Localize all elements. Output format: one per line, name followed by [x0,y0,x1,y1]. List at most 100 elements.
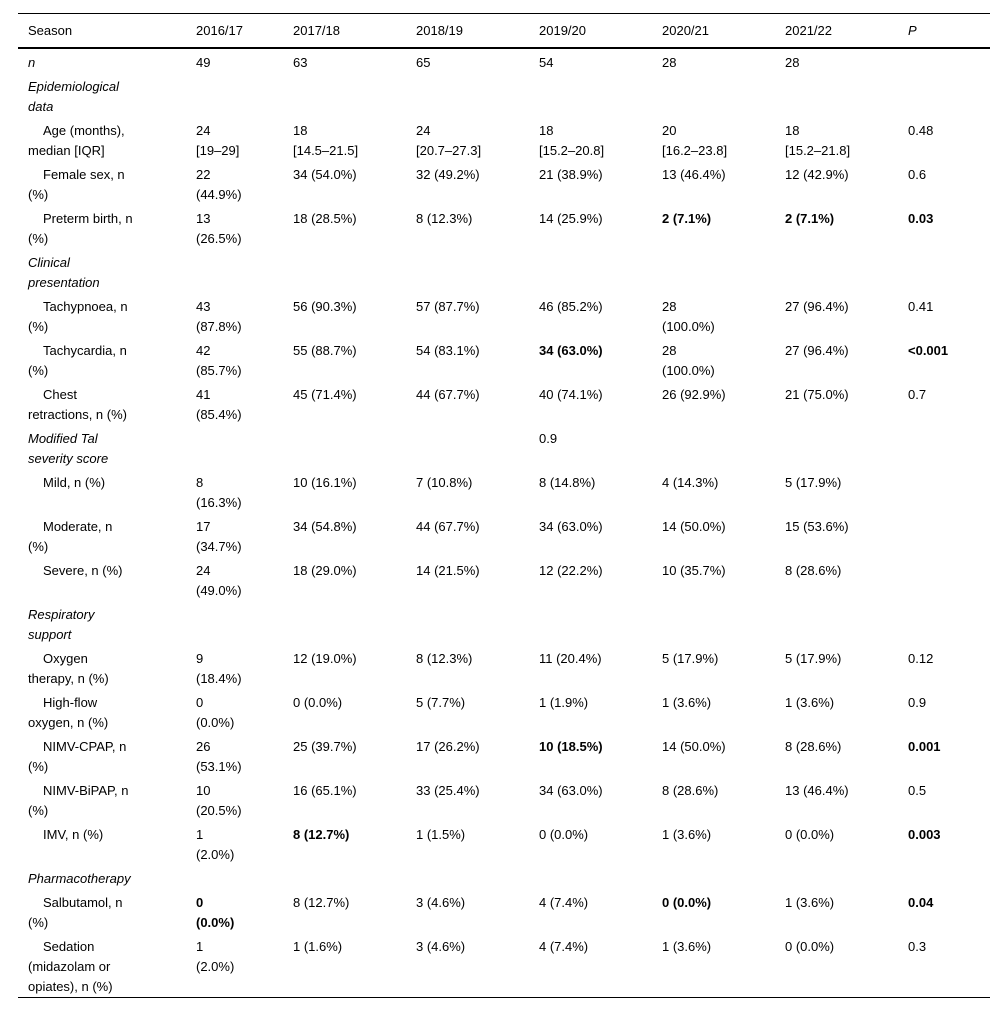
table-cell: 3 (4.6%) [416,895,466,910]
table-cell: 8 (28.6%) [662,783,719,798]
table-cell: 34 (63.0%) [539,343,603,358]
table-cell [196,865,293,889]
table-cell: 41 (85.4%) [196,387,242,422]
row-label: Oxygen therapy, n (%) [28,651,109,686]
table-cell: 22 (44.9%) [196,167,242,202]
section-row: Epidemiological data [18,73,990,117]
table-cell: 18 [15.2–20.8] [539,123,605,158]
table-cell: 8 (28.6%) [785,739,842,754]
table-row: Moderate, n (%) 17 (34.7%) 34 (54.8%) 44 (6… [18,513,990,557]
table-cell: 55 (88.7%) [293,343,357,358]
column-header: Season [28,23,73,38]
table-cell [196,425,293,469]
row-label: Sedation (midazolam or opiates), n (%) [28,939,113,994]
table-cell: 1 (3.6%) [662,827,712,842]
table-cell [662,73,785,117]
table-row: Severe, n (%) 24 (49.0%) 18 (29.0%) 14 (21.… [18,557,990,601]
table-header: Season 2016/17 2017/18 2018/19 2019/20 2020/2… [18,14,990,48]
table-cell [416,73,539,117]
table-cell: 45 (71.4%) [293,387,357,402]
row-label: Female sex, n (%) [28,167,125,202]
table-row: Salbutamol, n (%) 0 (0.0%) 8 (12.7%) 3 (4.6… [18,889,990,933]
table-cell [416,249,539,293]
table-cell: 28 [662,55,677,70]
table-cell: 5 (17.9%) [785,475,842,490]
table-cell: 57 (87.7%) [416,299,480,314]
table-cell [416,425,539,469]
row-label: Preterm birth, n (%) [28,211,133,246]
table-cell [662,865,785,889]
table-cell: 8 (12.7%) [293,895,350,910]
table-cell: 14 (21.5%) [416,563,480,578]
table-cell: 40 (74.1%) [539,387,603,402]
table-cell: 33 (25.4%) [416,783,480,798]
table-cell: 0.9 [539,431,558,446]
table-cell: 1 (2.0%) [196,939,235,974]
table-row: Female sex, n (%) 22 (44.9%) 34 (54.0%) 32 … [18,161,990,205]
table-cell: 34 (54.8%) [293,519,357,534]
table-cell: 21 (75.0%) [785,387,849,402]
table-cell: 27 (96.4%) [785,299,849,314]
table-cell: 46 (85.2%) [539,299,603,314]
row-label: Mild, n (%) [43,475,106,490]
table-cell: 4 (14.3%) [662,475,719,490]
table-cell [908,601,990,645]
table-cell: 28 (100.0%) [662,299,715,334]
table-cell: 0 (0.0%) [785,827,835,842]
table-row: Chest retractions, n (%) 41 (85.4%) 45 (71… [18,381,990,425]
table-cell: 10 (20.5%) [196,783,242,818]
table-cell: 1 (3.6%) [662,695,712,710]
table-cell: 32 (49.2%) [416,167,480,182]
table-cell: 65 [416,55,431,70]
table-cell: 42 (85.7%) [196,343,242,378]
table-cell: 9 (18.4%) [196,651,242,686]
table-cell: 24 [19–29] [196,123,240,158]
table-cell: 12 (22.2%) [539,563,603,578]
table-row: Age (months), median [IQR] 24 [19–29] 18 [… [18,117,990,161]
table-cell: 34 (63.0%) [539,783,603,798]
table-cell [908,513,990,557]
table-cell: 5 (7.7%) [416,695,466,710]
table-cell: 14 (50.0%) [662,739,726,754]
table-cell [908,425,990,469]
column-header: 2016/17 [196,23,243,38]
table-cell: 13 (46.4%) [785,783,849,798]
table-cell: 44 (67.7%) [416,519,480,534]
table-cell: 0.3 [908,939,927,954]
table-cell [785,601,908,645]
table-cell [785,73,908,117]
table-cell [539,601,662,645]
table-cell: 0.9 [908,695,927,710]
table-cell [908,865,990,889]
table-cell: 63 [293,55,308,70]
table-row: Tachycardia, n (%) 42 (85.7%) 55 (88.7%) 54… [18,337,990,381]
table-row: Oxygen therapy, n (%) 9 (18.4%) 12 (19.0%)… [18,645,990,689]
table-cell: 16 (65.1%) [293,783,357,798]
row-label: Pharmacotherapy [28,871,131,886]
table-cell: 21 (38.9%) [539,167,603,182]
table-cell [539,865,662,889]
table-cell: 4 (7.4%) [539,939,589,954]
table-cell: 17 (26.2%) [416,739,480,754]
row-label: NIMV-BiPAP, n (%) [28,783,129,818]
table-cell [196,249,293,293]
table-cell: 54 (83.1%) [416,343,480,358]
table-cell: 26 (53.1%) [196,739,242,774]
table-cell: 3 (4.6%) [416,939,466,954]
table-cell [785,249,908,293]
table-cell: 1 (3.6%) [785,695,835,710]
table-cell: 8 (12.3%) [416,211,473,226]
row-label: NIMV-CPAP, n (%) [28,739,127,774]
table-cell: 0 (0.0%) [539,827,589,842]
table-cell: 7 (10.8%) [416,475,473,490]
table-cell [293,249,416,293]
table-cell [539,249,662,293]
row-label: Epidemiological data [28,79,120,114]
table-cell: 0.03 [908,211,934,226]
table-row: Preterm birth, n (%) 13 (26.5%) 18 (28.5%)… [18,205,990,249]
table-cell: 28 [785,55,800,70]
table-cell [908,48,990,73]
row-label: Clinical presentation [28,255,100,290]
table-cell: 0.7 [908,387,927,402]
table-cell: 0.6 [908,167,927,182]
